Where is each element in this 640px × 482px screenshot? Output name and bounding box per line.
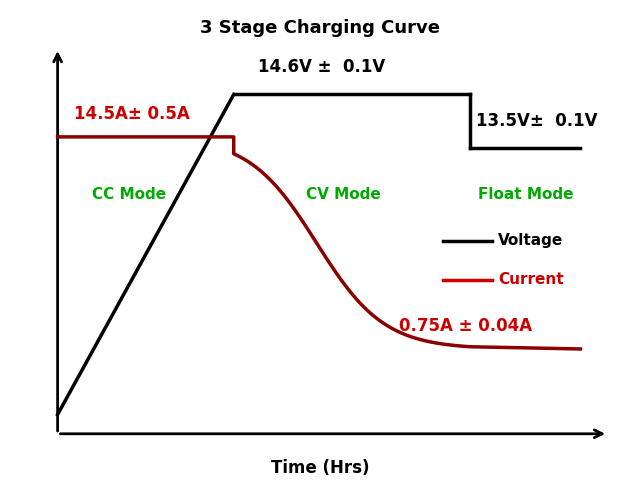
Text: 0.75A ± 0.04A: 0.75A ± 0.04A <box>399 317 532 335</box>
Text: 3 Stage Charging Curve: 3 Stage Charging Curve <box>200 19 440 37</box>
Text: Float Mode: Float Mode <box>477 187 573 202</box>
Text: 13.5V±  0.1V: 13.5V± 0.1V <box>476 112 597 131</box>
Text: Voltage: Voltage <box>498 233 563 249</box>
Text: 14.5A± 0.5A: 14.5A± 0.5A <box>74 105 190 123</box>
Text: Current: Current <box>498 272 564 287</box>
Text: Time (Hrs): Time (Hrs) <box>271 459 369 477</box>
Text: CV Mode: CV Mode <box>307 187 381 202</box>
Text: 14.6V ±  0.1V: 14.6V ± 0.1V <box>258 58 385 77</box>
Text: CC Mode: CC Mode <box>92 187 166 202</box>
